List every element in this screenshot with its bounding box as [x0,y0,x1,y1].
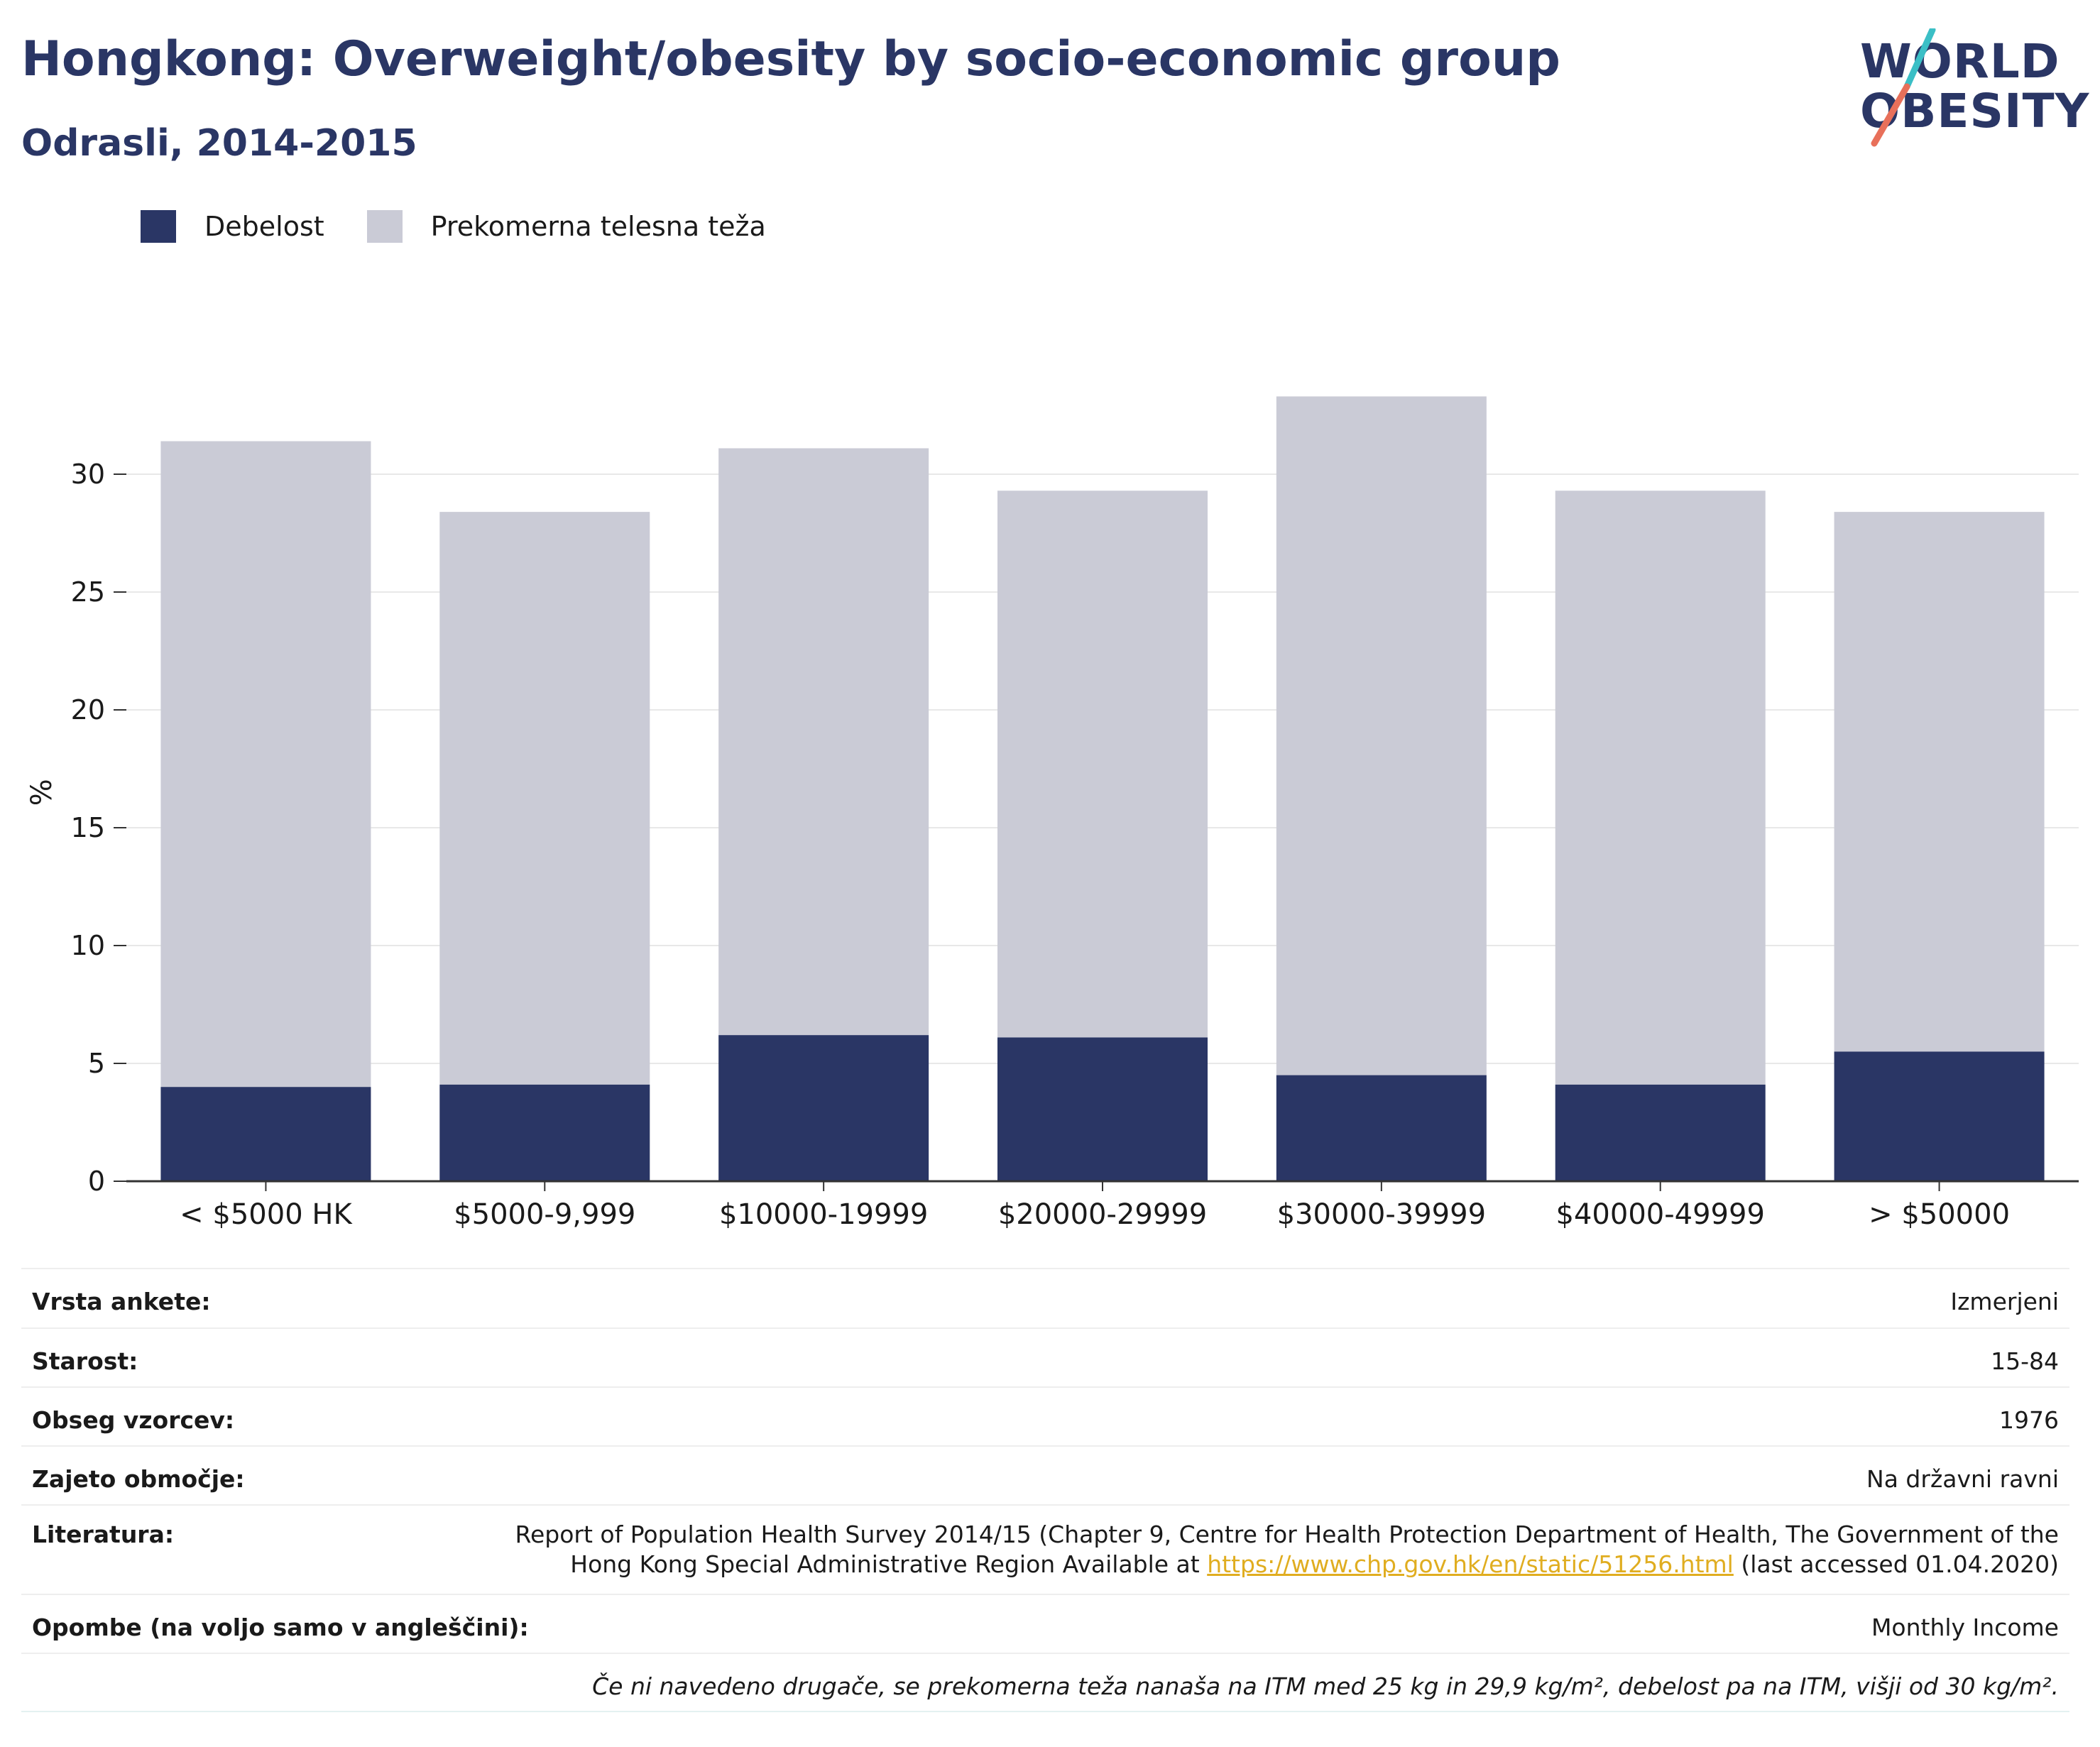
x-tick-label: $20000-29999 [998,1198,1207,1231]
survey-info-table: Vrsta ankete: Izmerjeni Starost: 15-84 O… [21,1268,2069,1712]
info-value: 15-84 [1991,1347,2059,1375]
legend-swatch-obesity [141,210,176,243]
info-row-survey-type: Vrsta ankete: Izmerjeni [21,1268,2069,1327]
legend-item-obesity[interactable]: Debelost [141,210,324,243]
bar-obesity [160,1087,371,1181]
info-value: Monthly Income [1871,1614,2059,1641]
y-tick-label: 10 [71,930,105,961]
y-tick-label: 25 [71,576,105,608]
info-value: 1976 [1999,1406,2059,1434]
chart-title: Hongkong: Overweight/obesity by socio-ec… [21,31,1560,87]
bar-obesity [997,1037,1208,1181]
info-row-literature: Literatura: Report of Population Health … [21,1504,2069,1594]
info-value: Izmerjeni [1950,1288,2059,1315]
bar-overweight [1555,491,1766,1085]
bmi-footnote: Če ni navedeno drugače, se prekomerna te… [592,1672,2059,1700]
info-value-literature: Report of Population Health Survey 2014/… [515,1520,2059,1579]
x-tick-label: $10000-19999 [719,1198,928,1231]
bar-overweight [439,512,650,1085]
info-label: Zajeto območje: [32,1465,245,1493]
y-tick-label: 5 [88,1048,105,1079]
literature-line-2-prefix: Hong Kong Special Administrative Region … [570,1550,1208,1578]
bar-overweight [1276,396,1487,1075]
info-label: Obseg vzorcev: [32,1406,235,1434]
logo-word-obesity: OBESITY [1860,84,2090,138]
x-tick-label: $30000-39999 [1277,1198,1486,1231]
chart-subtitle: Odrasli, 2014-2015 [21,122,417,165]
legend-item-overweight[interactable]: Prekomerna telesna teža [366,210,766,243]
y-tick-label: 20 [71,694,105,725]
info-row-notes: Opombe (na voljo samo v angleščini): Mon… [21,1594,2069,1653]
y-axis-label: % [26,779,58,806]
chart-legend: Debelost Prekomerna telesna teža [141,210,809,243]
legend-label-overweight: Prekomerna telesna teža [430,211,766,242]
legend-label-obesity: Debelost [204,211,324,242]
literature-line-1: Report of Population Health Survey 2014/… [515,1521,2059,1548]
bar-obesity [718,1035,929,1181]
y-tick-label: 30 [71,459,105,490]
bar-overweight [1834,512,2045,1052]
info-label: Opombe (na voljo samo v angleščini): [32,1614,529,1641]
info-row-sample-size: Obseg vzorcev: 1976 [21,1386,2069,1445]
info-label: Starost: [32,1347,138,1375]
y-tick-label: 15 [71,812,105,843]
y-tick-label: 0 [88,1166,105,1197]
info-value: Na državni ravni [1866,1465,2059,1493]
logo-word-world: WORLD [1860,34,2060,89]
x-tick-label: > $50000 [1869,1198,2010,1231]
x-tick-label: < $5000 HK [180,1198,353,1231]
info-row-age: Starost: 15-84 [21,1327,2069,1386]
x-tick-label: $5000-9,999 [454,1198,635,1231]
x-tick-label: $40000-49999 [1556,1198,1765,1231]
info-row-coverage: Zajeto območje: Na državni ravni [21,1445,2069,1504]
info-label: Literatura: [32,1521,175,1548]
logo-slash-icon [1871,28,1936,147]
literature-line-2-suffix: (last accessed 01.04.2020) [1733,1550,2059,1578]
bar-overweight [997,491,1208,1038]
bar-overweight [160,441,371,1088]
bar-obesity [1834,1051,2045,1181]
bar-overweight [718,448,929,1036]
bar-obesity [1555,1084,1766,1181]
world-obesity-logo: WORLD OBESITY [1846,28,2089,156]
legend-swatch-overweight [366,210,403,243]
info-row-footnote: Če ni navedeno drugače, se prekomerna te… [21,1653,2069,1712]
literature-link[interactable]: https://www.chp.gov.hk/en/static/51256.h… [1207,1550,1734,1578]
bar-obesity [1276,1075,1487,1181]
bar-chart: 0 5 10 15 20 25 30% < $5000 HK $5000-9,999 $10000… [26,396,2079,1231]
bar-obesity [439,1084,650,1181]
info-label: Vrsta ankete: [32,1288,211,1315]
